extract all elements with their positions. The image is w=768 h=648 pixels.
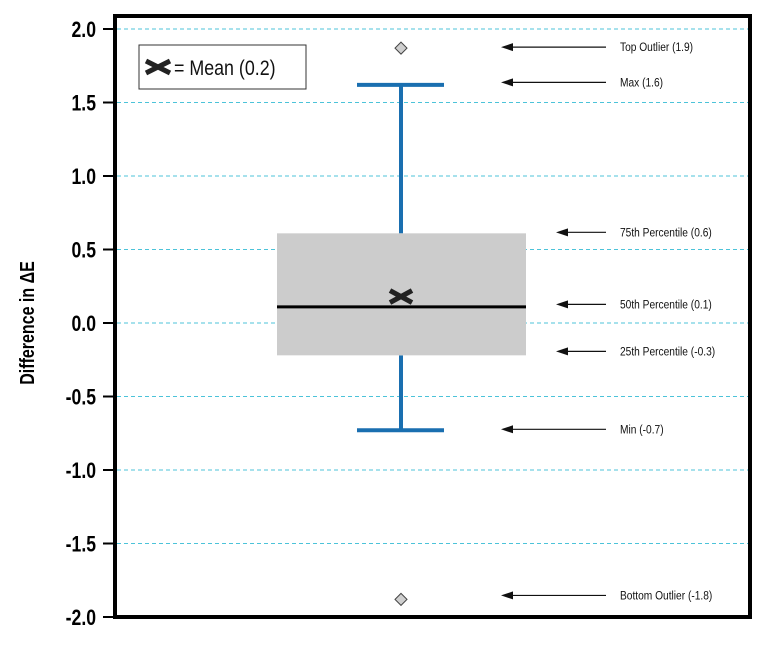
arrowhead-icon — [501, 425, 513, 434]
arrowhead-icon — [501, 43, 513, 52]
legend: = Mean (0.2) — [138, 44, 307, 90]
annotation-label: Min (-0.7) — [620, 424, 664, 437]
y-tick-label: -2.0 — [66, 606, 96, 630]
legend-label: = Mean (0.2) — [174, 57, 276, 81]
y-tick-label: 1.0 — [72, 165, 96, 189]
annotation-label: Max (1.6) — [620, 77, 663, 90]
bottom-outlier-marker — [394, 592, 408, 607]
box-plot — [277, 41, 526, 607]
mean-marker — [388, 288, 414, 305]
y-tick-label: 1.5 — [72, 92, 96, 116]
top-outlier-marker — [394, 41, 408, 55]
y-axis-ticks: 2.0 1.5 1.0 0.5 0.0 -0.5 -1.0 -1.5 -2.0 — [66, 18, 115, 631]
annotation-label: 25th Percentile (-0.3) — [620, 346, 715, 359]
y-tick-label: -0.5 — [66, 386, 96, 410]
arrowhead-icon — [556, 228, 568, 237]
annotation-label: 75th Percentile (0.6) — [620, 227, 712, 240]
y-tick-label: 0.5 — [72, 239, 96, 263]
annotations: Top Outlier (1.9) Max (1.6) 75th Percentil… — [501, 41, 715, 603]
annotation-label: 50th Percentile (0.1) — [620, 299, 712, 312]
y-tick-label: 0.0 — [72, 312, 96, 336]
y-tick-label: -1.0 — [66, 459, 96, 483]
arrowhead-icon — [556, 300, 568, 309]
plot-frame — [113, 14, 752, 619]
y-tick-label: -1.5 — [66, 533, 96, 557]
arrowhead-icon — [501, 78, 513, 87]
y-axis-label: Difference in ΔE — [16, 261, 38, 385]
y-tick-label: 2.0 — [72, 18, 96, 42]
arrowhead-icon — [556, 347, 568, 356]
annotation-label: Top Outlier (1.9) — [620, 41, 693, 54]
annotation-label: Bottom Outlier (-1.8) — [620, 590, 713, 603]
arrowhead-icon — [501, 591, 513, 600]
mean-marker-icon — [144, 58, 172, 76]
